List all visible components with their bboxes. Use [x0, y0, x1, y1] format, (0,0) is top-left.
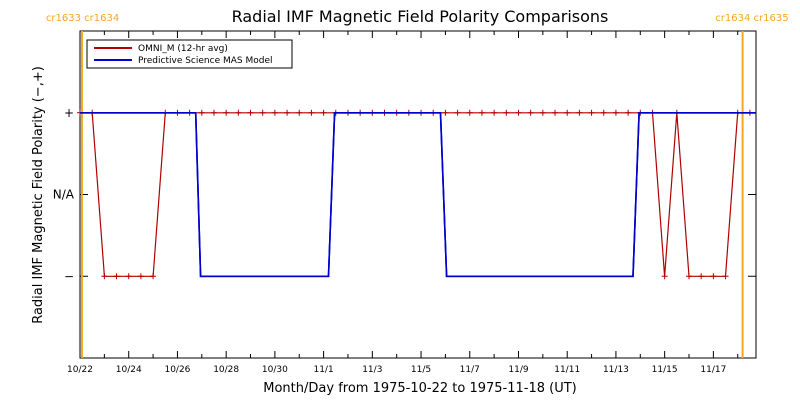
omni-data-point — [235, 109, 242, 116]
omni-data-point — [478, 109, 485, 116]
x-axis-title: Month/Day from 1975-10-22 to 1975-11-18 … — [263, 381, 576, 396]
omni-data-point — [308, 109, 315, 116]
y-axis: + N/A − — [53, 106, 756, 283]
x-tick-label: 11/3 — [362, 365, 382, 375]
x-tick-label: 11/13 — [603, 365, 629, 375]
mas-series-line-overlay — [80, 112, 756, 278]
omni-data-point — [259, 109, 266, 116]
omni-data-point — [552, 109, 559, 116]
omni-data-point — [101, 273, 108, 280]
omni-data-point — [686, 273, 693, 280]
y-axis-title: Radial IMF Magnetic Field Polarity (−,+) — [31, 66, 46, 324]
omni-data-point — [320, 109, 327, 116]
omni-data-point — [210, 109, 217, 116]
legend-box — [86, 39, 293, 69]
x-tick-label: 10/24 — [116, 365, 142, 375]
y-tick-label: − — [64, 269, 74, 283]
x-tick-label: 10/22 — [67, 365, 93, 375]
legend-label-mas: Predictive Science MAS Model — [138, 56, 273, 66]
omni-data-point — [137, 273, 144, 280]
omni-data-point — [125, 273, 132, 280]
omni-data-point — [564, 109, 571, 116]
x-tick-label: 11/5 — [411, 365, 431, 375]
omni-data-point — [296, 109, 303, 116]
omni-data-point — [661, 273, 668, 280]
y-tick-label: + — [64, 106, 74, 120]
omni-data-point — [113, 273, 120, 280]
omni-data-point — [271, 109, 278, 116]
y-tick-label: N/A — [53, 188, 75, 202]
omni-data-point — [600, 109, 607, 116]
x-tick-label: 11/9 — [508, 365, 528, 375]
carrington-lines — [80, 31, 744, 358]
omni-data-point — [588, 109, 595, 116]
carrington-labels: cr1633 cr1634 cr1634 cr1635 — [46, 13, 789, 24]
series-layer — [77, 109, 756, 280]
omni-series-line — [80, 112, 750, 277]
legend-label-omni: OMNI_M (12-hr avg) — [138, 44, 228, 54]
omni-data-point — [625, 109, 632, 116]
x-axis: 10/22 10/24 10/26 10/28 10/30 11/1 11/3 11/5 11/… — [67, 31, 739, 375]
x-tick-label: 11/7 — [460, 365, 480, 375]
omni-data-point — [576, 109, 583, 116]
omni-data-point — [454, 109, 461, 116]
carrington-label: cr1634 cr1635 — [715, 13, 788, 24]
omni-data-point — [198, 109, 205, 116]
omni-data-point — [722, 273, 729, 280]
x-tick-label: 11/1 — [313, 365, 333, 375]
omni-data-point — [539, 109, 546, 116]
omni-data-point — [503, 109, 510, 116]
omni-data-point — [515, 109, 522, 116]
x-tick-label: 10/26 — [164, 365, 190, 375]
omni-data-point — [466, 109, 473, 116]
omni-data-point — [223, 109, 230, 116]
omni-data-point — [150, 273, 157, 280]
carrington-label: cr1633 cr1634 — [46, 13, 119, 24]
omni-data-point — [527, 109, 534, 116]
chart-title: Radial IMF Magnetic Field Polarity Compa… — [232, 7, 609, 26]
omni-data-point — [698, 273, 705, 280]
plot-frame — [79, 30, 757, 359]
x-tick-label: 11/17 — [700, 365, 726, 375]
x-tick-label: 11/15 — [652, 365, 678, 375]
omni-data-point — [491, 109, 498, 116]
omni-data-point — [442, 109, 449, 116]
x-tick-label: 10/30 — [262, 365, 288, 375]
x-tick-label: 10/28 — [213, 365, 239, 375]
x-tick-label: 11/11 — [554, 365, 580, 375]
omni-data-point — [710, 273, 717, 280]
legend: OMNI_M (12-hr avg) Predictive Science MA… — [86, 39, 293, 69]
omni-data-point — [284, 109, 291, 116]
omni-data-point — [247, 109, 254, 116]
omni-data-point — [612, 109, 619, 116]
